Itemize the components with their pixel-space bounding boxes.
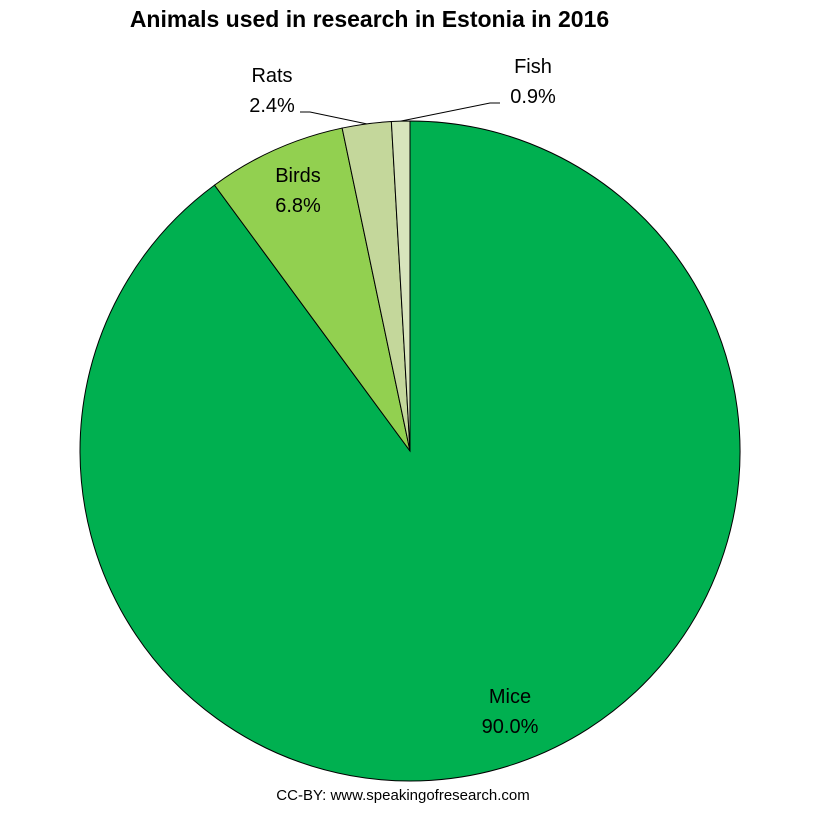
credit-text: CC-BY: www.speakingofresearch.com	[276, 787, 530, 804]
slice-value-fish: 0.9%	[510, 86, 556, 108]
slice-value-mice: 90.0%	[482, 716, 539, 738]
slice-label-fish: Fish	[514, 56, 552, 78]
pie-slice-fish	[390, 120, 411, 452]
pie-slices	[79, 120, 741, 782]
slice-value-birds: 6.8%	[275, 195, 321, 217]
leader-lines	[300, 102, 500, 125]
chart-title: Animals used in research in Estonia in 2…	[129, 6, 610, 32]
leader-line-fish	[400, 102, 500, 122]
slice-labels: Mice 90.0% Birds 6.8% Rats 2.4% Fish 0.9%	[249, 56, 556, 738]
leader-line-rats	[300, 111, 367, 125]
slice-value-rats: 2.4%	[249, 95, 295, 117]
pie-slice-birds	[213, 127, 411, 452]
slice-label-birds: Birds	[275, 165, 321, 187]
slice-label-rats: Rats	[251, 65, 292, 87]
slice-label-mice: Mice	[489, 686, 531, 708]
